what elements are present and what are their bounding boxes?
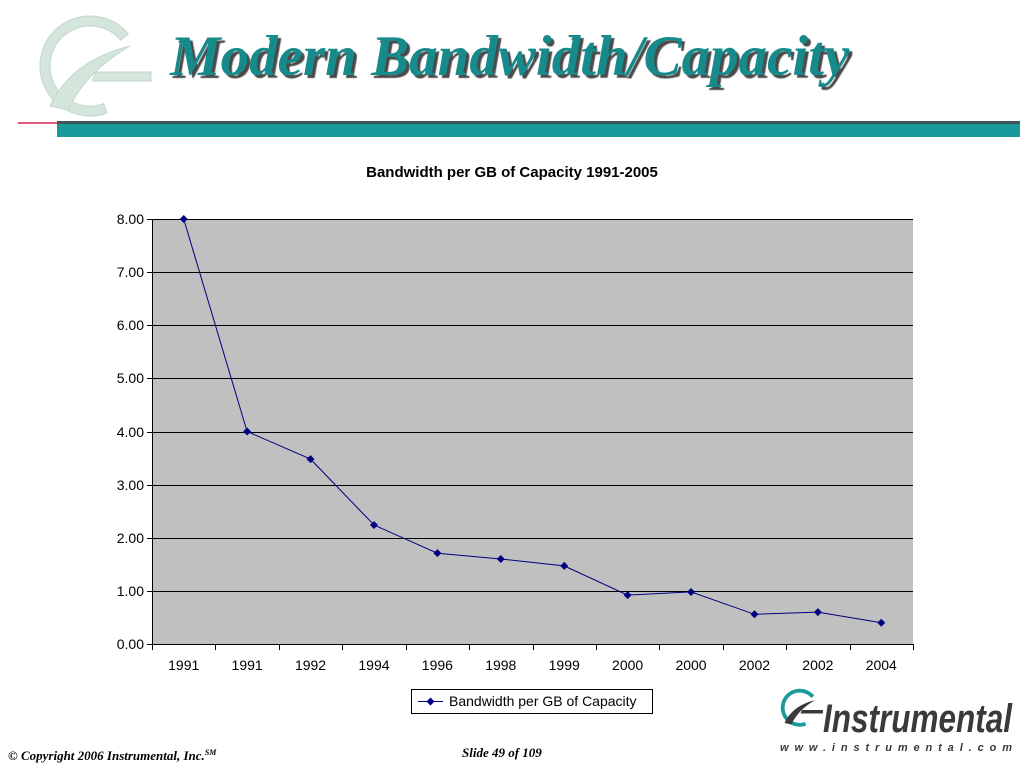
- plot-area: [152, 219, 913, 644]
- data-point: [623, 591, 632, 600]
- copyright-notice: © Copyright 2006 Instrumental, Inc.SM: [8, 745, 216, 764]
- header-accent-line: [18, 122, 58, 124]
- watermark-blade: [49, 45, 131, 111]
- x-tick-label: 2000: [612, 657, 643, 673]
- x-tick-label: 2000: [675, 657, 706, 673]
- slide-title: Modern Bandwidth/Capacity: [170, 25, 850, 88]
- y-tick-label: 0.00: [117, 636, 144, 652]
- x-tick-label: 1996: [422, 657, 453, 673]
- series-line: [183, 218, 882, 624]
- logo-icon-ring: [780, 688, 815, 727]
- chart-canvas: Bandwidth per GB of Capacity 1991-2005 0.…: [117, 164, 914, 714]
- y-tick-label: 6.00: [117, 317, 144, 333]
- slide-number: Slide 49 of 109: [462, 745, 542, 760]
- y-tick-label: 8.00: [117, 211, 144, 227]
- legend-box: [411, 689, 653, 714]
- x-tick-label: 1991: [168, 657, 199, 673]
- service-mark: SM: [204, 748, 217, 757]
- data-point: [877, 618, 886, 627]
- legend: Bandwidth per GB of Capacity: [411, 689, 653, 714]
- instrumental-logo: Instrumental www.instrumental.com: [780, 688, 1013, 754]
- y-tick-label: 4.00: [117, 424, 144, 440]
- x-tick-label: 1998: [485, 657, 516, 673]
- data-point: [306, 455, 315, 464]
- chart-title: Bandwidth per GB of Capacity 1991-2005: [366, 164, 658, 181]
- x-tick-label: 2002: [739, 657, 770, 673]
- instrumental-logo-icon: [780, 688, 823, 727]
- data-point: [243, 427, 252, 436]
- data-point: [433, 549, 442, 558]
- copyright-text: © Copyright 2006 Instrumental, Inc.: [8, 748, 205, 763]
- y-tick-label: 7.00: [117, 264, 144, 280]
- x-tick-label: 2004: [866, 657, 897, 673]
- y-tick-label: 3.00: [117, 477, 144, 493]
- x-tick-label: 2002: [802, 657, 833, 673]
- data-point: [687, 587, 696, 596]
- x-tick-label: 1994: [358, 657, 389, 673]
- x-tick-label: 1992: [295, 657, 326, 673]
- data-point: [750, 610, 759, 619]
- logo-icon-blade: [784, 700, 815, 725]
- watermark-ring: [39, 15, 130, 117]
- header-bar: [57, 121, 1020, 137]
- logo-icon-crossbar: [800, 710, 823, 714]
- data-point: [560, 561, 569, 570]
- y-tick-label: 2.00: [117, 530, 144, 546]
- logo-wordmark: Instrumental: [823, 697, 1013, 741]
- logo-url: www.instrumental.com: [780, 742, 1012, 754]
- x-tick-label: 1991: [232, 657, 263, 673]
- x-tick-label: 1999: [549, 657, 580, 673]
- data-point: [496, 555, 505, 563]
- data-point: [813, 608, 822, 617]
- chart: Bandwidth per GB of Capacity 1991-2005 0.…: [60, 155, 960, 725]
- y-tick-label: 1.00: [117, 583, 144, 599]
- data-point: [369, 521, 378, 529]
- data-point: [179, 215, 188, 223]
- instrumental-watermark-icon: [39, 15, 152, 117]
- legend-label: Bandwidth per GB of Capacity: [449, 693, 637, 709]
- legend-marker: [426, 697, 435, 706]
- watermark-crossbar: [91, 71, 152, 82]
- y-tick-label: 5.00: [117, 370, 144, 386]
